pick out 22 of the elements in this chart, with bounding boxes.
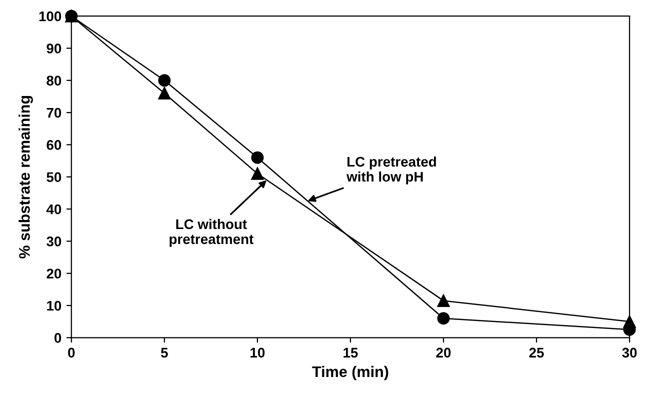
y-tick-label: 30 — [46, 236, 62, 246]
y-tick-label: 100 — [39, 11, 62, 22]
x-axis-title: Time (min) — [312, 366, 388, 380]
x-tick-label: 5 — [160, 348, 168, 358]
x-tick-label: 20 — [436, 348, 451, 358]
y-axis-title: % substrate remaining — [18, 96, 33, 258]
y-tick-label: 80 — [46, 76, 62, 86]
y-tick-label: 20 — [46, 268, 62, 279]
y-tick-label: 60 — [46, 140, 62, 150]
x-tick-label: 25 — [529, 348, 544, 358]
x-tick-label: 30 — [622, 348, 637, 358]
y-tick-label: 50 — [46, 172, 62, 182]
annotation: LC pretreated with low pH — [346, 156, 436, 184]
y-tick-label: 90 — [46, 44, 62, 54]
y-tick-label: 70 — [46, 108, 62, 118]
y-tick-label: 10 — [47, 300, 62, 311]
y-tick-label: 0 — [54, 333, 62, 343]
x-tick-label: 0 — [68, 348, 75, 358]
annotation: LC without pretreatment — [170, 218, 254, 247]
x-tick-label: 15 — [344, 348, 358, 358]
y-tick-label: 40 — [46, 204, 62, 214]
x-tick-label: 10 — [250, 348, 265, 358]
